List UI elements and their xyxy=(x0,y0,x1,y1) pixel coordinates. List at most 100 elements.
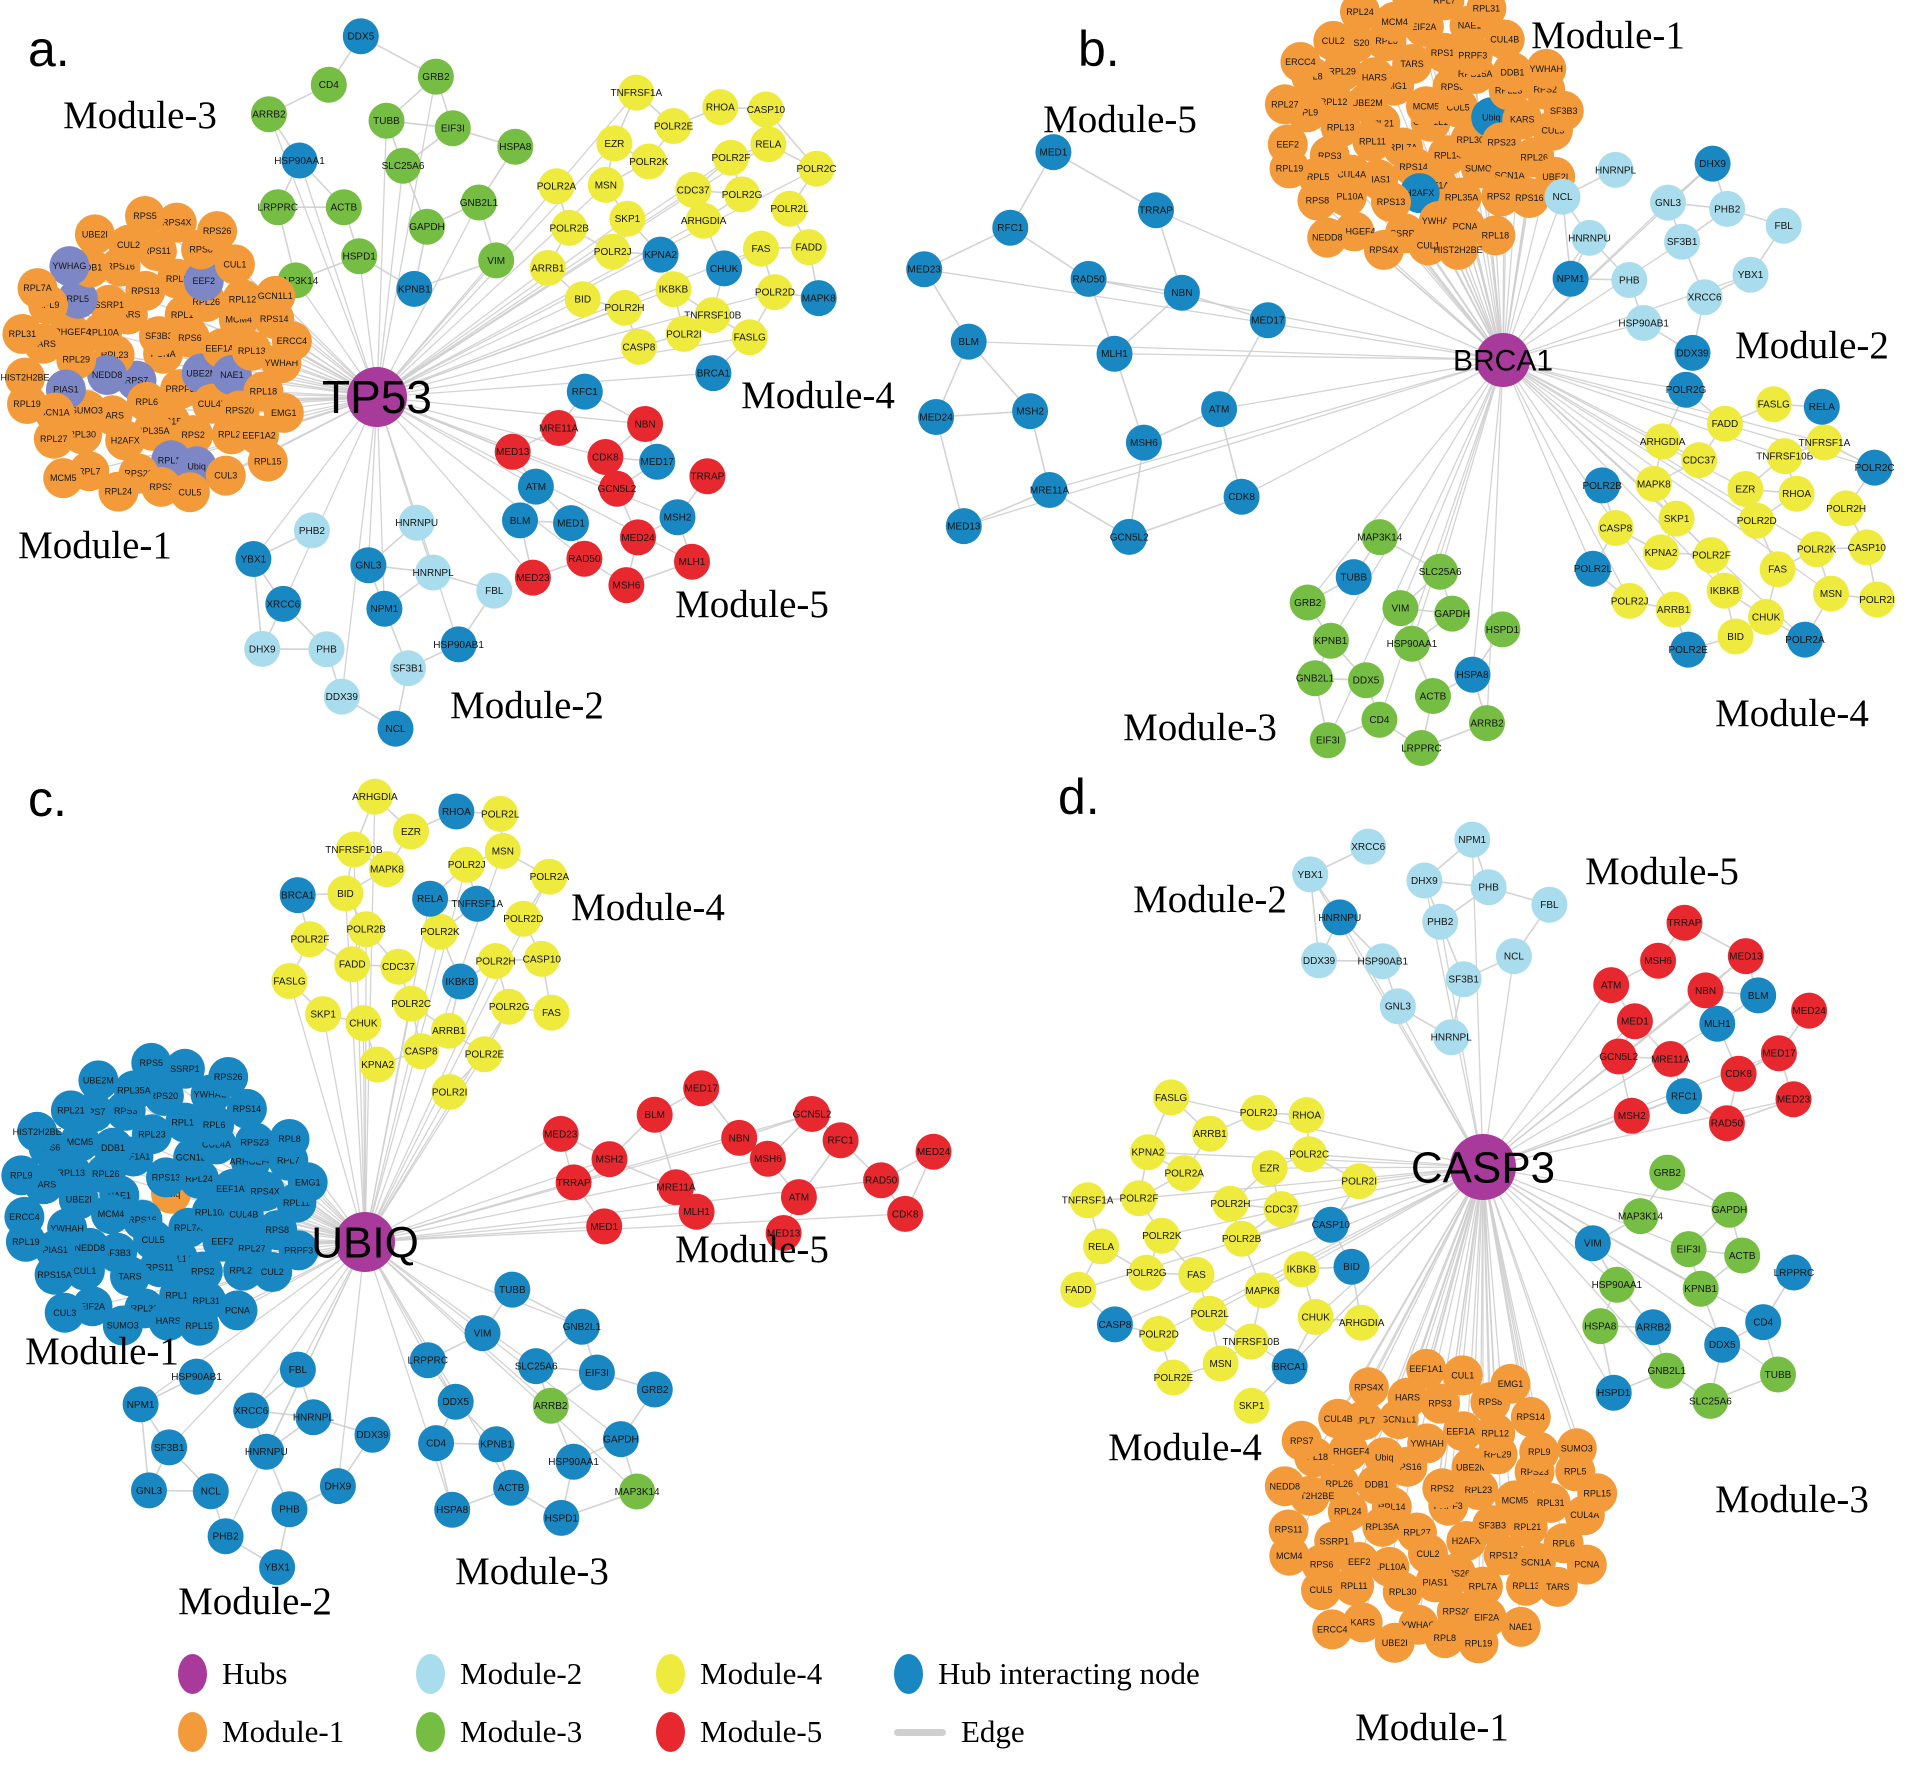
node-DHX9[interactable]: DHX9 xyxy=(1694,145,1731,182)
node-ACTB[interactable]: ACTB xyxy=(493,1469,530,1506)
hub-CASP3[interactable]: CASP3 xyxy=(1411,1134,1555,1200)
node-MED23[interactable]: MED23 xyxy=(542,1115,579,1152)
node-MSH2[interactable]: MSH2 xyxy=(1012,393,1049,430)
node-RPL27[interactable]: RPL27 xyxy=(33,418,74,459)
node-HSPD1[interactable]: HSPD1 xyxy=(543,1499,580,1536)
node-GNB2L1[interactable]: GNB2L1 xyxy=(1648,1352,1687,1389)
node-RPS14[interactable]: RPS14 xyxy=(1510,1397,1551,1437)
node-RHOA[interactable]: RHOA xyxy=(702,89,739,126)
node-FADD[interactable]: FADD xyxy=(790,229,827,266)
node-RPS4X[interactable]: RPS4X xyxy=(1348,1367,1389,1408)
node-HNRNPU[interactable]: HNRNPU xyxy=(245,1433,288,1470)
node-MAPK8[interactable]: MAPK8 xyxy=(1635,465,1672,502)
node-FASLG[interactable]: FASLG xyxy=(731,319,768,356)
node-MAP3K14[interactable]: MAP3K14 xyxy=(1618,1198,1663,1235)
node-CHUK[interactable]: CHUK xyxy=(345,1005,382,1042)
node-GNL3[interactable]: GNL3 xyxy=(131,1472,167,1509)
node-CDK8[interactable]: CDK8 xyxy=(587,439,624,475)
node-POLR2D[interactable]: POLR2D xyxy=(755,274,795,311)
node-HSP90AB1[interactable]: HSP90AB1 xyxy=(1358,943,1409,980)
node-Ubiq[interactable]: Ubiq xyxy=(1364,1437,1405,1478)
node-KPNA2[interactable]: KPNA2 xyxy=(359,1046,396,1083)
node-RPL15[interactable]: RPL15 xyxy=(247,441,288,482)
node-MSH6[interactable]: MSH6 xyxy=(1125,424,1162,461)
node-RHOA[interactable]: RHOA xyxy=(1778,475,1815,512)
node-GAPDH[interactable]: GAPDH xyxy=(409,208,445,245)
node-POLR2B[interactable]: POLR2B xyxy=(346,911,386,948)
node-RPL19[interactable]: RPL19 xyxy=(1458,1623,1499,1664)
node-MED24[interactable]: MED24 xyxy=(918,399,955,435)
node-RHOA[interactable]: RHOA xyxy=(1288,1097,1325,1134)
node-ARRB2[interactable]: ARRB2 xyxy=(532,1387,569,1424)
node-CASP10[interactable]: CASP10 xyxy=(523,940,562,977)
node-IKBKB[interactable]: IKBKB xyxy=(442,963,479,1000)
node-RFC1[interactable]: RFC1 xyxy=(992,209,1029,246)
node-EMG1[interactable]: EMG1 xyxy=(1490,1363,1531,1404)
node-FADD[interactable]: FADD xyxy=(1706,405,1743,442)
node-HNRNPU[interactable]: HNRNPU xyxy=(1568,219,1611,256)
node-POLR2D[interactable]: POLR2D xyxy=(1737,502,1777,539)
node-BID[interactable]: BID xyxy=(564,281,601,318)
node-DHX9[interactable]: DHX9 xyxy=(244,630,281,667)
node-MED1[interactable]: MED1 xyxy=(586,1208,623,1245)
node-MSN[interactable]: MSN xyxy=(587,166,624,203)
node-XRCC6[interactable]: XRCC6 xyxy=(265,585,302,622)
node-MED24[interactable]: MED24 xyxy=(620,519,656,556)
node-ACTB[interactable]: ACTB xyxy=(325,189,362,226)
node-CD4[interactable]: CD4 xyxy=(1745,1304,1782,1341)
node-FAS[interactable]: FAS xyxy=(1178,1256,1215,1293)
node-MAP3K14[interactable]: MAP3K14 xyxy=(615,1473,660,1510)
node-CUL5[interactable]: CUL5 xyxy=(169,472,210,513)
node-CD4[interactable]: CD4 xyxy=(1361,701,1398,738)
node-RAD50[interactable]: RAD50 xyxy=(1070,260,1107,297)
node-MLH1[interactable]: MLH1 xyxy=(674,543,710,580)
node-TRRAP[interactable]: TRRAP xyxy=(689,458,726,495)
node-NBN[interactable]: NBN xyxy=(1163,274,1200,311)
node-DHX9[interactable]: DHX9 xyxy=(1406,862,1443,899)
node-POLR2I[interactable]: POLR2I xyxy=(1859,581,1895,618)
node-BLM[interactable]: BLM xyxy=(1740,977,1777,1014)
node-RPL31[interactable]: RPL31 xyxy=(2,314,43,354)
node-NPM1[interactable]: NPM1 xyxy=(366,590,403,627)
node-EZR[interactable]: EZR xyxy=(1727,471,1764,507)
node-MSH2[interactable]: MSH2 xyxy=(659,499,696,536)
node-NBN[interactable]: NBN xyxy=(1687,972,1724,1009)
node-POLR2J[interactable]: POLR2J xyxy=(1240,1094,1278,1131)
node-NCL[interactable]: NCL xyxy=(377,710,414,747)
node-FAS[interactable]: FAS xyxy=(533,994,570,1031)
node-SLC25A6[interactable]: SLC25A6 xyxy=(382,147,425,184)
node-LRPPRC[interactable]: LRPPRC xyxy=(1401,730,1442,766)
node-RPS26[interactable]: RPS26 xyxy=(197,211,238,252)
node-VIM[interactable]: VIM xyxy=(478,242,515,279)
node-BID[interactable]: BID xyxy=(1333,1248,1370,1285)
node-RPS4X[interactable]: RPS4X xyxy=(1363,229,1404,270)
node-ARRB2[interactable]: ARRB2 xyxy=(1469,705,1505,742)
node-NPM1[interactable]: NPM1 xyxy=(1454,821,1491,858)
node-MSN[interactable]: MSN xyxy=(1813,575,1849,612)
node-SLC25A6[interactable]: SLC25A6 xyxy=(1689,1382,1732,1419)
node-GAPDH[interactable]: GAPDH xyxy=(1434,595,1471,632)
node-RPL15[interactable]: RPL15 xyxy=(179,1305,220,1346)
node-NEDD8[interactable]: NEDD8 xyxy=(1264,1466,1305,1507)
node-TRRAP[interactable]: TRRAP xyxy=(1666,904,1703,941)
node-PHB[interactable]: PHB xyxy=(1611,262,1648,298)
node-CASP10[interactable]: CASP10 xyxy=(1848,529,1887,566)
node-RPL7A[interactable]: RPL7A xyxy=(17,268,58,309)
node-RPL24[interactable]: RPL24 xyxy=(98,471,139,512)
node-GRB2[interactable]: GRB2 xyxy=(1289,584,1326,621)
node-CUL1[interactable]: CUL1 xyxy=(1442,1355,1483,1396)
node-GAPDH[interactable]: GAPDH xyxy=(602,1421,639,1458)
node-RPL27[interactable]: RPL27 xyxy=(1264,84,1305,125)
node-EMG1[interactable]: EMG1 xyxy=(263,392,304,433)
node-PHB[interactable]: PHB xyxy=(308,631,345,668)
node-NBN[interactable]: NBN xyxy=(627,406,664,442)
node-DDB1[interactable]: DDB1 xyxy=(93,1127,133,1168)
node-CUL4B[interactable]: CUL4B xyxy=(1318,1398,1359,1439)
node-TRRAP[interactable]: TRRAP xyxy=(555,1164,592,1201)
node-NPM1[interactable]: NPM1 xyxy=(1552,260,1589,297)
node-MED1[interactable]: MED1 xyxy=(1616,1003,1653,1040)
node-CDK8[interactable]: CDK8 xyxy=(1223,478,1260,515)
node-RPL9[interactable]: RPL9 xyxy=(1519,1431,1560,1472)
node-POLR2K[interactable]: POLR2K xyxy=(1797,531,1837,568)
node-MCM5[interactable]: MCM5 xyxy=(43,458,84,499)
